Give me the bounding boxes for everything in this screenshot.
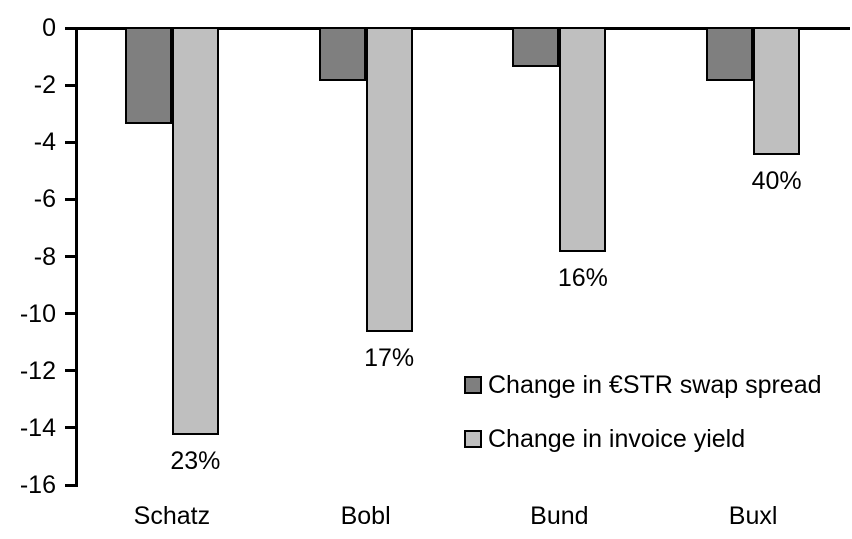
y-tick-label: -10 — [19, 299, 56, 328]
bar-swap-spread — [706, 26, 754, 81]
y-tick-mark — [65, 83, 75, 87]
invoice-yield-swatch-icon — [464, 430, 482, 448]
bar-swap-spread — [318, 26, 366, 81]
bar-swap-spread — [512, 26, 560, 67]
category-label: Buxl — [728, 502, 778, 530]
y-tick-label: -6 — [33, 185, 56, 214]
bar-invoice-yield — [559, 26, 607, 253]
y-tick-mark — [65, 26, 75, 30]
legend-label-swap-spread: Change in €STR swap spread — [488, 370, 822, 399]
y-tick-mark — [65, 369, 75, 373]
data-label: 17% — [364, 344, 415, 373]
bar-invoice-yield — [753, 26, 801, 156]
y-tick-mark — [65, 426, 75, 430]
category-label: Bobl — [340, 502, 391, 530]
data-label: 23% — [170, 447, 221, 476]
y-tick-mark — [65, 312, 75, 316]
y-tick-mark — [65, 483, 75, 487]
y-tick-label: -8 — [33, 242, 56, 271]
bar-invoice-yield — [171, 26, 219, 436]
y-tick-label: -2 — [33, 71, 56, 100]
legend-item-invoice-yield: Change in invoice yield — [464, 424, 822, 454]
category-label: Bund — [530, 502, 589, 530]
y-tick-label: -14 — [19, 413, 56, 442]
x-axis-zero-line — [75, 26, 850, 30]
y-axis-line — [75, 26, 78, 487]
y-tick-mark — [65, 197, 75, 201]
data-label: 16% — [557, 264, 608, 293]
bar-invoice-yield — [365, 26, 413, 333]
y-tick-label: 0 — [42, 14, 56, 42]
y-tick-mark — [65, 255, 75, 258]
legend-item-swap-spread: Change in €STR swap spread — [464, 370, 822, 400]
y-tick-label: -16 — [19, 471, 56, 499]
swap-spread-swatch-icon — [464, 376, 482, 394]
category-label: Schatz — [133, 502, 211, 530]
y-tick-label: -4 — [33, 128, 56, 157]
data-label: 40% — [751, 167, 802, 196]
bar-swap-spread — [124, 26, 172, 124]
y-tick-label: -12 — [19, 356, 56, 385]
legend: Change in €STR swap spread Change in inv… — [464, 370, 822, 478]
legend-label-invoice-yield: Change in invoice yield — [488, 424, 746, 453]
y-tick-mark — [65, 140, 75, 144]
